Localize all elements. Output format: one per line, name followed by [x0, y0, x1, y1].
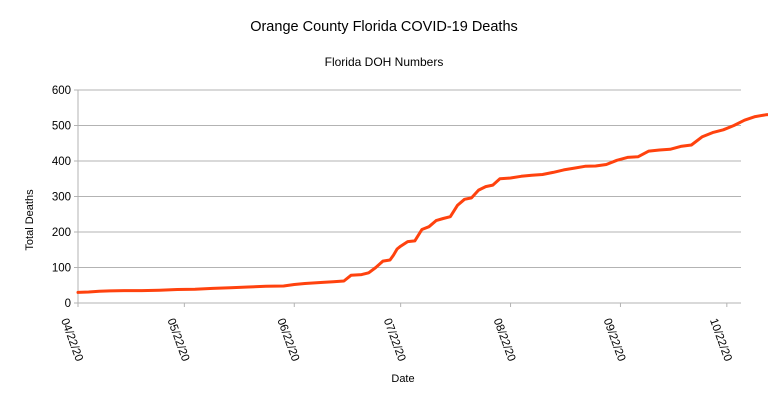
- x-tick-label: 09/22/20: [601, 317, 628, 363]
- chart-subtitle: Florida DOH Numbers: [324, 55, 444, 69]
- grid-lines: [78, 89, 741, 268]
- series-layer: [76, 113, 768, 294]
- y-tick-labels: 0 100 200 300 400 500 600: [52, 85, 71, 310]
- x-axis-title: Date: [391, 373, 414, 385]
- x-tick-label: 06/22/20: [274, 317, 301, 363]
- y-tick-label: 600: [52, 85, 71, 97]
- y-axis-title: Total Deaths: [24, 189, 36, 251]
- y-tick-label: 500: [52, 121, 71, 133]
- axes: [74, 89, 741, 307]
- chart-title: Orange County Florida COVID-19 Deaths: [250, 19, 518, 35]
- x-tick-label: 07/22/20: [381, 317, 408, 363]
- x-tick-label: 08/22/20: [491, 317, 518, 363]
- x-tick-label: 04/22/20: [58, 317, 85, 363]
- x-tick-label: 10/22/20: [707, 317, 734, 363]
- x-tick-labels: 04/22/20 05/22/20 06/22/20 07/22/20 08/22/20…: [58, 317, 733, 363]
- y-tick-label: 100: [52, 263, 71, 275]
- series-line-0: [76, 113, 768, 294]
- y-tick-label: 400: [52, 156, 71, 168]
- y-tick-label: 0: [65, 298, 71, 310]
- y-tick-label: 300: [52, 192, 71, 204]
- y-tick-label: 200: [52, 227, 71, 239]
- x-tick-label: 05/22/20: [165, 317, 192, 363]
